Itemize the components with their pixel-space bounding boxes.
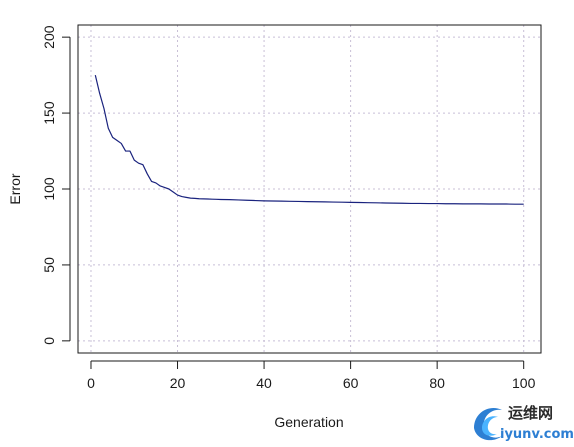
- x-tick-label: 60: [343, 375, 359, 391]
- watermark-site-url: iyunv.com: [500, 427, 574, 442]
- y-tick-label: 150: [41, 101, 57, 125]
- series-layer: [94, 74, 524, 205]
- y-tick-label: 100: [41, 177, 57, 201]
- x-tick-label: 40: [256, 375, 272, 391]
- watermark-swirl-icon: [474, 408, 502, 441]
- y-tick-label: 200: [41, 25, 57, 49]
- x-axis: 0 20 40 60 80 100: [87, 360, 536, 391]
- watermark-site-name: 运维网: [508, 404, 553, 422]
- watermark-logo: 运维网 iyunv.com: [474, 404, 574, 442]
- grid-lines: [78, 25, 541, 353]
- y-axis-title: Error: [7, 173, 23, 204]
- plot-frame: [77, 24, 542, 354]
- y-axis: 0 50 100 150 200: [41, 25, 71, 345]
- x-tick-label: 20: [170, 375, 186, 391]
- x-tick-label: 100: [512, 375, 536, 391]
- y-tick-label: 0: [41, 337, 57, 345]
- x-axis-title: Generation: [274, 414, 343, 430]
- error-series-line: [94, 74, 524, 205]
- y-tick-label: 50: [41, 257, 57, 273]
- x-tick-label: 0: [87, 375, 95, 391]
- x-tick-label: 80: [429, 375, 445, 391]
